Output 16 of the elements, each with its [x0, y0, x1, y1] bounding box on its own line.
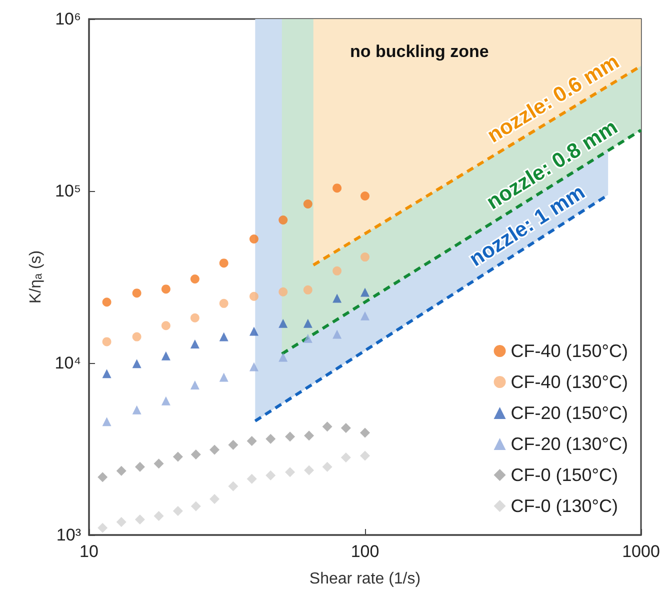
x-tick-label: 100 [350, 542, 380, 561]
legend-label: CF-20 (130°C) [510, 434, 628, 454]
y-axis-title: K/ηₐ (s) [27, 250, 44, 304]
annotation: no buckling zone [350, 42, 489, 61]
legend-label: CF-40 (150°C) [510, 341, 628, 361]
legend-label: CF-40 (130°C) [510, 372, 628, 392]
y-tick-label: 10⁵ [55, 182, 81, 200]
y-tick-label: 10⁶ [55, 10, 81, 28]
legend-label: CF-0 (150°C) [510, 465, 618, 485]
x-tick-label: 1000 [622, 542, 660, 561]
y-tick-label: 10⁴ [54, 354, 81, 372]
legend-label: CF-20 (150°C) [510, 403, 628, 423]
legend-label: CF-0 (130°C) [510, 496, 618, 516]
y-tick-label: 10³ [56, 526, 82, 544]
x-axis-title: Shear rate (1/s) [309, 570, 421, 588]
x-tick-label: 10 [80, 542, 98, 561]
